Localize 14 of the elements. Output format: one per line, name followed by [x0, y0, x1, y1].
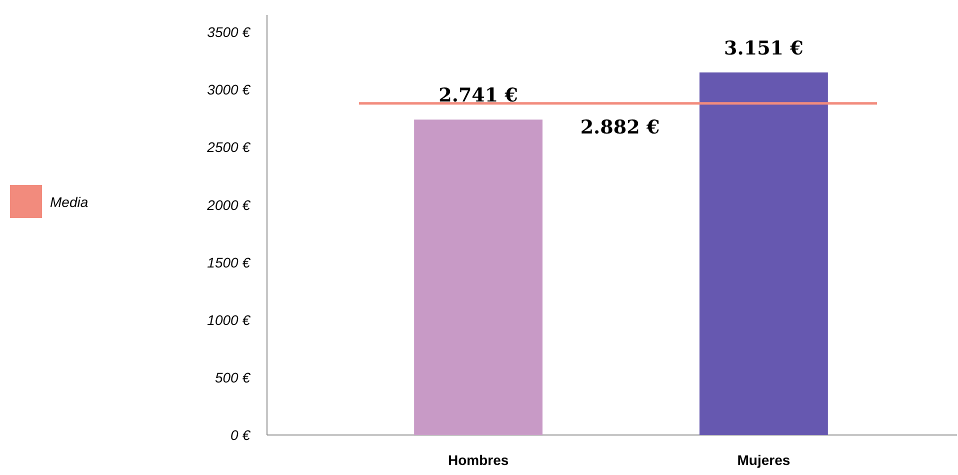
x-tick-label: Hombres	[448, 452, 509, 468]
y-tick-label: 1000 €	[207, 312, 252, 328]
y-tick-label: 2500 €	[206, 139, 252, 156]
data-label: 2.741 €	[438, 84, 518, 107]
y-tick-label: 3500 €	[207, 24, 252, 40]
y-tick-label: 500 €	[214, 369, 252, 386]
x-tick-label: Mujeres	[737, 452, 790, 468]
y-tick-label: 1500 €	[207, 254, 252, 270]
ref-line-label: 2.882 €	[580, 116, 660, 138]
y-tick-label: 3000 €	[207, 82, 252, 98]
y-tick-label: 2000 €	[206, 196, 252, 213]
text: Media	[50, 194, 88, 210]
y-tick-label: 0 €	[230, 426, 252, 443]
data-label: 3.151 €	[724, 37, 804, 60]
